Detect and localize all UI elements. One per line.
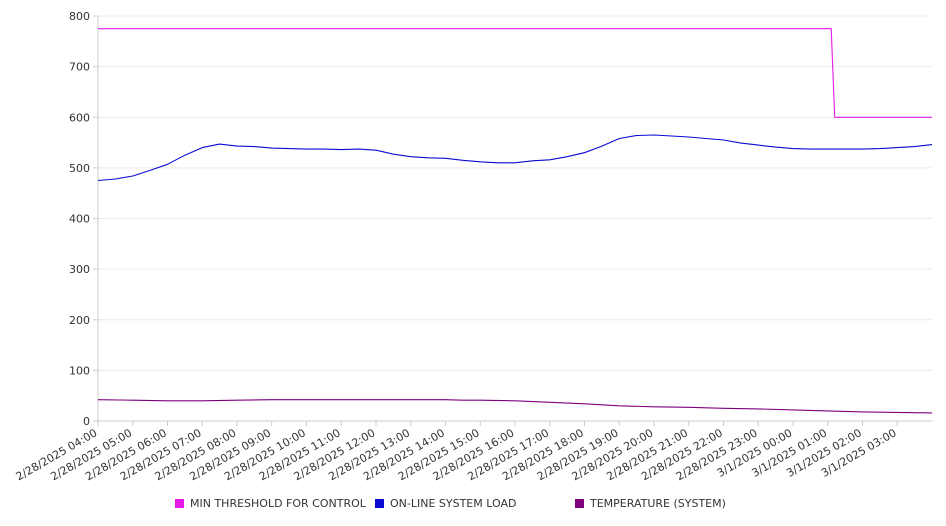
series-line-temperature (97, 399, 933, 414)
y-tick-label: 100 (69, 364, 90, 377)
y-tick-label: 300 (69, 263, 90, 276)
legend-label-min-threshold: MIN THRESHOLD FOR CONTROL (190, 497, 366, 510)
legend-label-temperature: TEMPERATURE (SYSTEM) (590, 497, 726, 510)
x-axis-ticks: 2/28/2025 04:002/28/2025 05:002/28/2025 … (14, 421, 899, 483)
legend: MIN THRESHOLD FOR CONTROL ON-LINE SYSTEM… (0, 497, 946, 517)
legend-swatch-min-threshold (175, 499, 184, 508)
y-tick-label: 700 (69, 61, 90, 74)
legend-swatch-system-load (375, 499, 384, 508)
y-tick-label: 600 (69, 111, 90, 124)
legend-item-min-threshold[interactable]: MIN THRESHOLD FOR CONTROL (175, 497, 366, 510)
legend-item-temperature[interactable]: TEMPERATURE (SYSTEM) (575, 497, 726, 510)
gridlines (98, 15, 932, 371)
y-axis-ticks: 0 100 200 300 400 500 600 700 800 (69, 10, 98, 428)
y-tick-label: 0 (83, 415, 90, 428)
series-line-min-threshold (98, 28, 932, 118)
series-line-system-load (97, 134, 933, 182)
series-lines (97, 28, 933, 414)
y-tick-label: 500 (69, 162, 90, 175)
legend-item-system-load[interactable]: ON-LINE SYSTEM LOAD (375, 497, 516, 510)
legend-label-system-load: ON-LINE SYSTEM LOAD (390, 497, 517, 510)
y-tick-label: 400 (69, 213, 90, 226)
legend-swatch-temperature (575, 499, 584, 508)
y-tick-label: 800 (69, 10, 90, 23)
y-tick-label: 200 (69, 314, 90, 327)
